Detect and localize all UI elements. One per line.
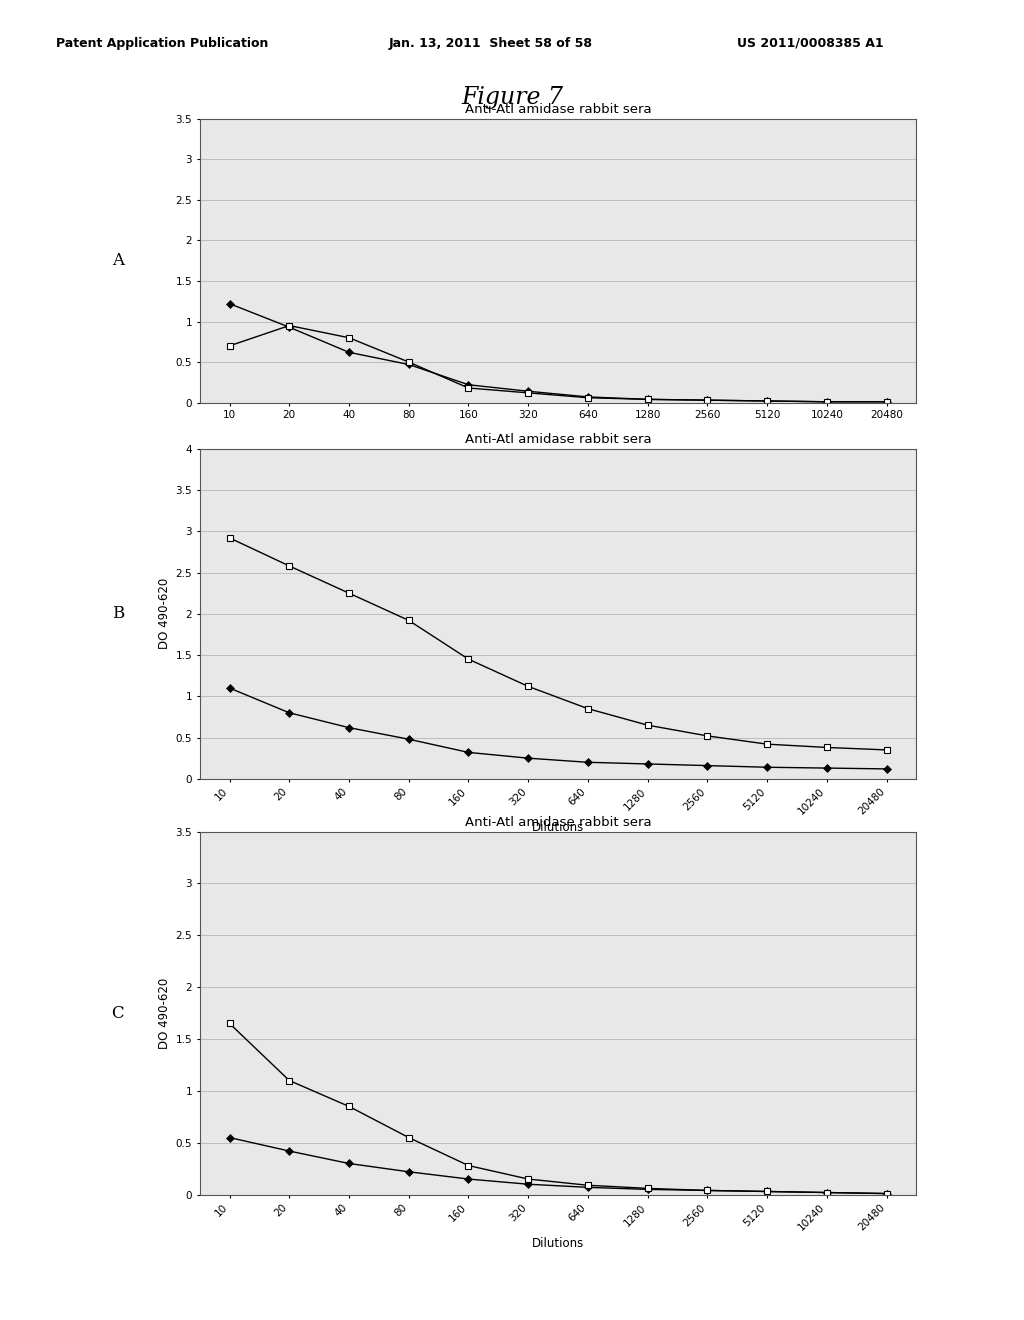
Text: Figure 7: Figure 7	[461, 86, 563, 108]
Title: Anti-Atl amidase rabbit sera: Anti-Atl amidase rabbit sera	[465, 103, 651, 116]
Text: C: C	[112, 1005, 124, 1022]
Title: Anti-Atl amidase rabbit sera: Anti-Atl amidase rabbit sera	[465, 816, 651, 829]
Text: Jan. 13, 2011  Sheet 58 of 58: Jan. 13, 2011 Sheet 58 of 58	[389, 37, 593, 50]
X-axis label: Dilutions: Dilutions	[531, 821, 585, 834]
Text: B: B	[112, 606, 124, 622]
Y-axis label: DO 490-620: DO 490-620	[159, 578, 171, 649]
Text: A: A	[112, 252, 124, 269]
Text: US 2011/0008385 A1: US 2011/0008385 A1	[737, 37, 884, 50]
X-axis label: Dilutions: Dilutions	[531, 1237, 585, 1250]
Text: Patent Application Publication: Patent Application Publication	[56, 37, 268, 50]
Title: Anti-Atl amidase rabbit sera: Anti-Atl amidase rabbit sera	[465, 433, 651, 446]
Y-axis label: DO 490-620: DO 490-620	[159, 978, 171, 1048]
